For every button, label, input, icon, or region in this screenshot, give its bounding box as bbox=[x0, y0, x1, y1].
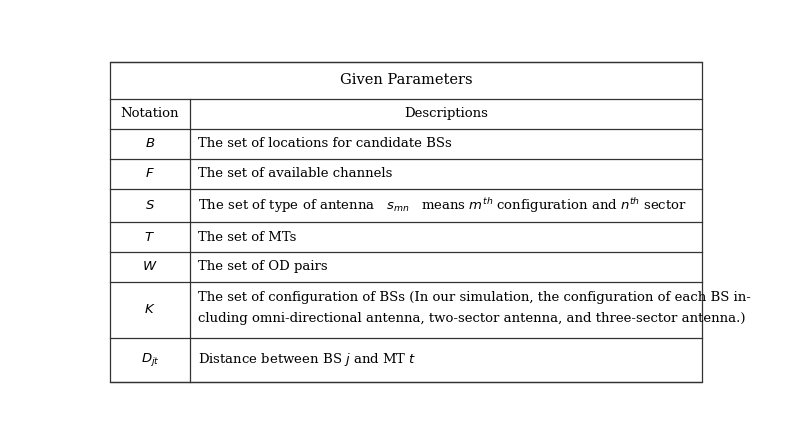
Text: $F$: $F$ bbox=[145, 167, 155, 180]
Text: The set of MTs: The set of MTs bbox=[198, 231, 296, 244]
Text: $K$: $K$ bbox=[144, 303, 156, 316]
Text: The set of configuration of BSs (In our simulation, the configuration of each BS: The set of configuration of BSs (In our … bbox=[198, 291, 751, 304]
Text: The set of OD pairs: The set of OD pairs bbox=[198, 260, 327, 273]
Text: Distance between BS $j$ and MT $t$: Distance between BS $j$ and MT $t$ bbox=[198, 351, 417, 368]
Text: Notation: Notation bbox=[120, 107, 179, 120]
Text: The set of locations for candidate BSs: The set of locations for candidate BSs bbox=[198, 137, 451, 150]
Text: The set of available channels: The set of available channels bbox=[198, 167, 392, 180]
Text: $T$: $T$ bbox=[144, 231, 155, 244]
Text: $S$: $S$ bbox=[145, 199, 155, 212]
Text: $B$: $B$ bbox=[145, 137, 155, 150]
Text: The set of type of antenna   $s_{mn}$   means $m^{th}$ configuration and $n^{th}: The set of type of antenna $s_{mn}$ mean… bbox=[198, 196, 687, 215]
Text: Given Parameters: Given Parameters bbox=[340, 73, 472, 87]
Text: $D_{jt}$: $D_{jt}$ bbox=[141, 351, 159, 368]
Text: $W$: $W$ bbox=[143, 260, 158, 273]
Text: Descriptions: Descriptions bbox=[404, 107, 488, 120]
Text: cluding omni-directional antenna, two-sector antenna, and three-sector antenna.): cluding omni-directional antenna, two-se… bbox=[198, 312, 745, 325]
